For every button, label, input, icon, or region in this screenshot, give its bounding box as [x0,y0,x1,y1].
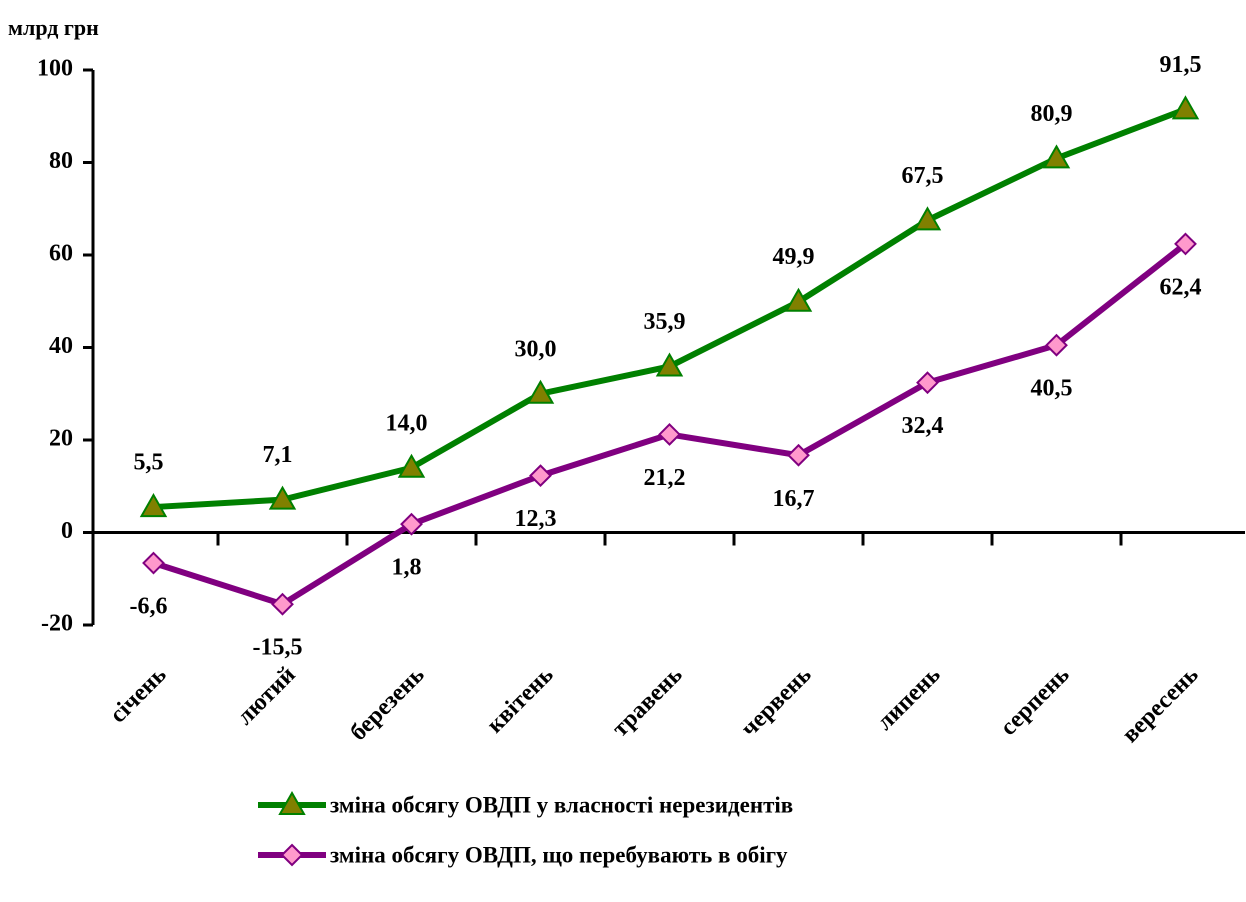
data-label: 40,5 [1031,376,1073,402]
x-tick-label: серпень [995,662,1074,741]
y-tick-label: 80 [49,148,73,174]
point [1045,333,1068,357]
point [400,512,423,536]
y-axis-label: млрд грн [8,15,99,40]
point [526,379,555,404]
data-label: 21,2 [644,465,686,491]
x-tick-label: квітень [482,662,559,739]
data-label: 62,4 [1160,274,1202,300]
y-tick-label: 20 [49,426,73,452]
data-label: 5,5 [134,450,164,476]
point [913,206,942,231]
x-tick-label: червень [736,662,817,743]
x-tick-label: січень [105,662,172,729]
x-tick-label: травень [607,662,688,743]
point [658,423,681,446]
legend-label: зміна обсягу ОВДП у власності нерезидент… [330,792,793,817]
legend-label: зміна обсягу ОВДП, що перебувають в обіг… [330,842,788,867]
data-label: 80,9 [1031,101,1073,127]
point [271,592,294,616]
y-tick-label: -20 [41,611,73,637]
point [1171,95,1200,120]
x-tick-label: липень [872,662,946,736]
y-tick-label: 40 [49,333,73,359]
data-label: 1,8 [392,555,422,581]
point [142,551,165,575]
point [139,493,168,518]
legend-marker [278,790,306,815]
data-label: 7,1 [263,442,293,468]
data-label: -15,5 [253,635,303,661]
data-label: 32,4 [902,413,944,439]
point [1042,144,1071,169]
legend-marker [280,843,304,867]
point [397,453,426,478]
x-tick-label: вересень [1117,662,1204,749]
y-tick-label: 100 [37,56,73,82]
point [784,287,813,312]
y-tick-label: 0 [61,518,73,544]
data-label: 35,9 [644,309,686,335]
point [268,485,297,510]
x-tick-label: березень [345,662,429,746]
x-tick-label: лютий [232,662,301,731]
data-label: 30,0 [515,336,557,362]
data-label: -6,6 [130,594,168,620]
data-label: 16,7 [773,486,815,512]
point [787,443,810,467]
point [529,464,552,488]
point [916,371,939,395]
data-label: 91,5 [1160,52,1202,78]
data-label: 12,3 [515,506,557,532]
data-label: 49,9 [773,244,815,270]
point [1174,232,1197,256]
y-tick-label: 60 [49,241,73,267]
data-label: 67,5 [902,163,944,189]
data-label: 14,0 [386,410,428,436]
point [655,352,684,377]
